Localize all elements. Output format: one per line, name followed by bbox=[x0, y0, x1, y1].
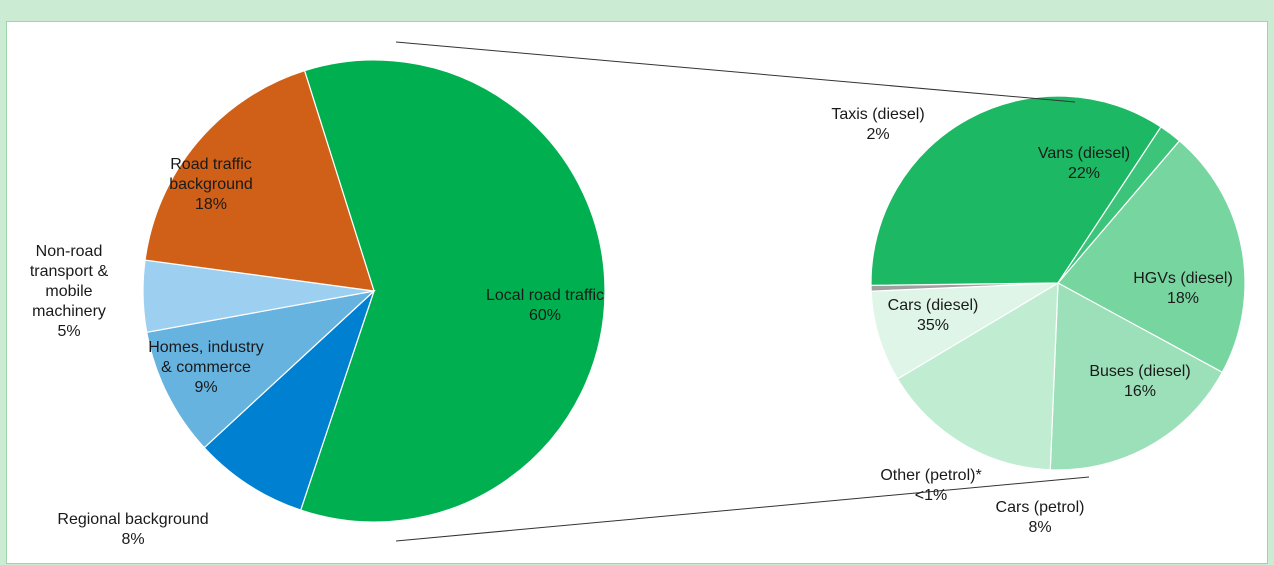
label-buses-diesel: Buses (diesel) 16% bbox=[1089, 363, 1190, 400]
label-non-road-transport-mobile-machinery: Non-road transport & mobile machinery 5% bbox=[30, 243, 109, 340]
slice-local-road-traffic bbox=[299, 59, 606, 523]
label-local-road-traffic: Local road traffic 60% bbox=[486, 287, 604, 324]
slice-hgvs-diesel bbox=[1049, 282, 1224, 471]
label-taxis-diesel: Taxis (diesel) 2% bbox=[831, 106, 924, 143]
pie-main bbox=[142, 59, 606, 523]
data-label: 18% bbox=[1167, 290, 1199, 307]
slice-taxis-diesel bbox=[1057, 126, 1181, 284]
connector-line bbox=[395, 476, 1090, 542]
slice-regional-background bbox=[203, 290, 375, 511]
slice-vans-diesel bbox=[1057, 139, 1246, 374]
label-vans-diesel: Vans (diesel) 22% bbox=[1038, 145, 1130, 182]
data-label: 18% bbox=[195, 196, 227, 213]
data-label: 60% bbox=[529, 307, 561, 324]
slice-road-traffic-background bbox=[144, 69, 375, 292]
connector-line bbox=[395, 41, 1076, 103]
chart-frame: Local road traffic 60% Regional background… bbox=[6, 21, 1268, 564]
pie-of-pie-chart: Local road traffic 60% Regional background… bbox=[30, 41, 1246, 548]
data-label: 8% bbox=[121, 531, 144, 548]
data-label: 9% bbox=[194, 379, 217, 396]
data-label: 22% bbox=[1068, 165, 1100, 182]
label-road-traffic-background: Road traffic background 18% bbox=[169, 156, 253, 213]
label-homes-industry-commerce: Homes, industry & commerce 9% bbox=[148, 339, 264, 396]
data-label: 2% bbox=[866, 126, 889, 143]
slice-cars-petrol bbox=[870, 282, 1059, 380]
data-label: 8% bbox=[1028, 519, 1051, 536]
label-hgvs-diesel: HGVs (diesel) 18% bbox=[1133, 270, 1233, 307]
pie-breakdown bbox=[870, 95, 1246, 471]
data-label: 35% bbox=[917, 317, 949, 334]
label-cars-diesel: Cars (diesel) 35% bbox=[888, 297, 979, 334]
label-regional-background: Regional background 8% bbox=[57, 511, 208, 548]
data-label: <1% bbox=[915, 487, 947, 504]
label-cars-petrol: Cars (petrol) 8% bbox=[996, 499, 1085, 536]
slice-buses-diesel bbox=[896, 281, 1059, 471]
slice-homes-industry-commerce bbox=[146, 290, 376, 449]
slice-cars-diesel bbox=[870, 95, 1162, 286]
data-label: 5% bbox=[57, 323, 80, 340]
label-other-petrol: Other (petrol)* <1% bbox=[880, 467, 981, 504]
data-label: 16% bbox=[1124, 383, 1156, 400]
